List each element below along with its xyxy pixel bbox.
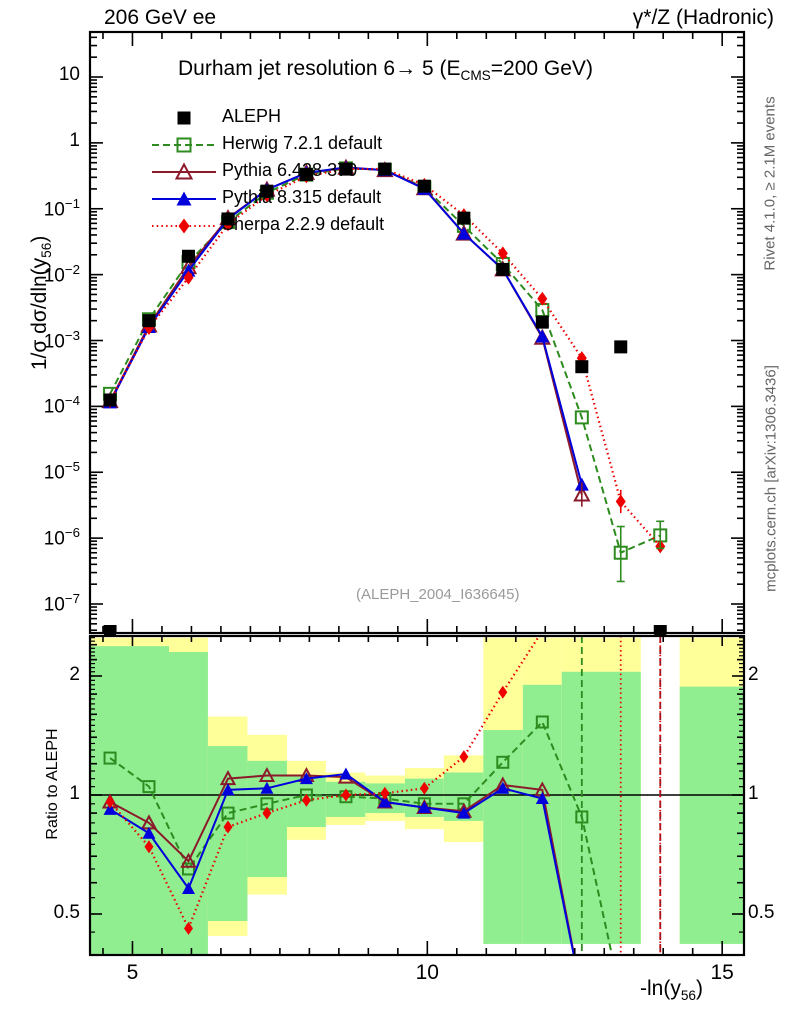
- y-tick-label: 10−4: [43, 393, 80, 418]
- y-tick-label: 10−7: [43, 591, 80, 616]
- y-tick-label: 10−3: [43, 327, 80, 352]
- axes-frame-and-ticks: [88, 30, 746, 957]
- plot-title-tail: =200 GeV): [490, 57, 593, 80]
- legend-marker-square-filled: [177, 111, 191, 125]
- ratio-tick-label: 1: [748, 783, 759, 804]
- legend-label: Pythia 8.315 default: [222, 187, 382, 207]
- main-series-lines: [101, 158, 668, 632]
- ratio-tick-label: 1: [69, 783, 80, 804]
- y-tick-label: 10−5: [43, 459, 80, 484]
- x-tick-label: 15: [710, 961, 734, 984]
- ratio-uncertainty-bands: [90, 637, 744, 955]
- legend-marker-triangle-open: [152, 162, 216, 180]
- y-tick-label: 10−1: [43, 195, 80, 221]
- header-beam-energy: 206 GeV ee: [104, 6, 217, 29]
- y-tick-label: 10: [58, 64, 80, 85]
- legend-marker-triangle-filled: [152, 191, 216, 206]
- plot-title: Durham jet resolution 6→ 5 (ECMS=200 GeV…: [178, 57, 593, 83]
- legend-marker-diamond-filled: [152, 218, 216, 234]
- legend-label: Pythia 6.428 370: [222, 160, 358, 180]
- header-process: γ*/Z (Hadronic): [632, 6, 774, 29]
- legend-marker-square-open: [152, 137, 216, 153]
- plot-title-main: Durham jet resolution 6→ 5 (E: [178, 57, 461, 80]
- legend-label: ALEPH: [222, 106, 282, 126]
- ratio-tick-label: 2: [69, 664, 80, 685]
- x-tick-label: 10: [415, 961, 439, 984]
- y-tick-label: 1: [69, 129, 80, 151]
- y-tick-label: 10−6: [43, 525, 80, 550]
- ratio-tick-label: 0.5: [53, 902, 80, 923]
- analysis-id-watermark: (ALEPH_2004_I636645): [356, 586, 520, 603]
- legend-label: Sherpa 2.2.9 default: [222, 214, 385, 234]
- x-axis-label-post: ): [696, 977, 704, 1000]
- y-tick-label: 10−2: [43, 261, 80, 286]
- ratio-tick-label: 0.5: [748, 902, 775, 923]
- x-tick-label: 5: [126, 961, 139, 984]
- x-axis-label-pre: -ln(y: [640, 977, 681, 1000]
- ratio-series-lines: [90, 629, 744, 955]
- x-axis-label: -ln(y56): [640, 977, 703, 1003]
- plot-title-sub: CMS: [460, 67, 491, 83]
- legend-label: Herwig 7.2.1 default: [222, 133, 383, 153]
- x-axis-label-sub: 56: [680, 987, 697, 1003]
- ratio-tick-label: 2: [748, 664, 759, 685]
